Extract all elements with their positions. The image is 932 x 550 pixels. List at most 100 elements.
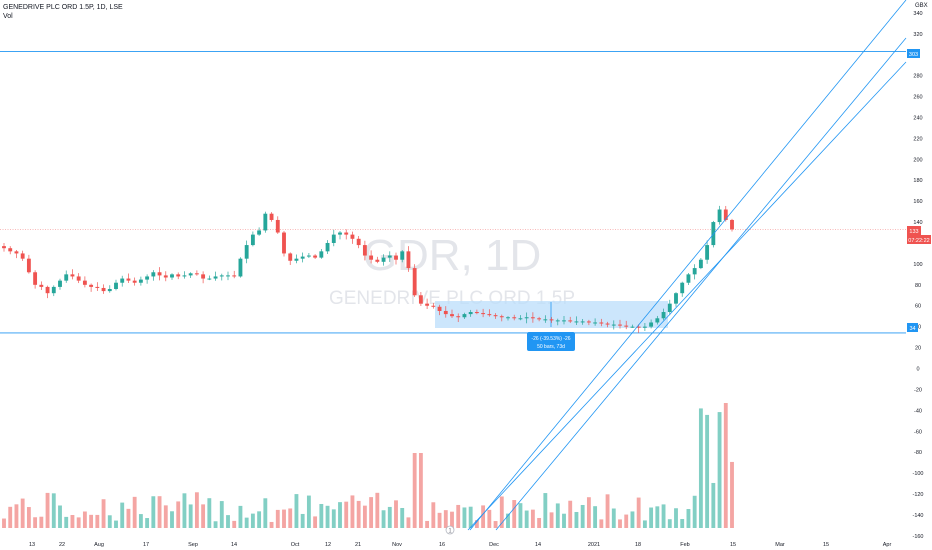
candlesticks bbox=[2, 205, 734, 333]
horizontal-lines[interactable] bbox=[0, 51, 906, 334]
volume-bar bbox=[107, 515, 112, 528]
volume-bar bbox=[362, 505, 367, 528]
trend-channel-line[interactable] bbox=[469, 0, 907, 531]
candle-body bbox=[462, 314, 467, 318]
y-tick-label: 260 bbox=[913, 95, 922, 101]
candle-body bbox=[711, 222, 716, 246]
candle-body bbox=[89, 284, 94, 287]
candle-body bbox=[418, 295, 423, 304]
y-tick-label: 60 bbox=[915, 304, 921, 310]
candle-body bbox=[717, 209, 722, 223]
volume-bar bbox=[381, 510, 386, 528]
trend-channel-line[interactable] bbox=[467, 61, 907, 531]
candle-body bbox=[624, 325, 629, 327]
volume-bar bbox=[618, 519, 622, 528]
volume-bar bbox=[163, 505, 168, 528]
volume-bar bbox=[226, 515, 230, 528]
candle-body bbox=[586, 321, 591, 323]
y-tick-label: 20 bbox=[915, 346, 921, 352]
candle-body bbox=[674, 293, 678, 304]
candle-body bbox=[499, 316, 504, 318]
volume-bar bbox=[238, 505, 243, 528]
x-tick-label: 12 bbox=[325, 542, 331, 548]
trend-channels[interactable] bbox=[467, 0, 907, 531]
candle-body bbox=[64, 274, 69, 281]
lower-level-tag bbox=[907, 323, 918, 332]
candle-body bbox=[182, 275, 187, 277]
y-tick-label: 80 bbox=[915, 283, 921, 289]
volume-bar bbox=[468, 506, 473, 528]
volume-bar bbox=[387, 506, 392, 528]
candle-body bbox=[605, 323, 610, 325]
volume-bar bbox=[201, 504, 206, 528]
candle-body bbox=[493, 315, 498, 317]
candle-body bbox=[431, 305, 436, 307]
volume-bar bbox=[412, 453, 417, 528]
y-tick-label: -100 bbox=[912, 471, 923, 477]
upper-level-tag-text: 303 bbox=[909, 52, 918, 58]
candle-body bbox=[219, 275, 224, 277]
volume-bar bbox=[450, 511, 454, 528]
candle-body bbox=[263, 213, 268, 231]
candle-body bbox=[294, 258, 299, 261]
volume-bar bbox=[524, 510, 529, 528]
price-axis[interactable]: 3403202802602402202001801601401008060402… bbox=[912, 11, 923, 540]
candle-body bbox=[487, 314, 492, 316]
volume-bar bbox=[555, 503, 560, 528]
volume-bar bbox=[45, 492, 50, 528]
candle-body bbox=[170, 274, 174, 278]
y-tick-label: 0 bbox=[916, 367, 919, 373]
candle-body bbox=[300, 256, 305, 259]
watermark-symbol: GDR, 1D bbox=[363, 231, 541, 280]
volume-bar bbox=[599, 519, 604, 528]
trend-channel-line[interactable] bbox=[495, 37, 907, 531]
candle-body bbox=[705, 245, 710, 260]
x-tick-label: Dec bbox=[489, 542, 499, 548]
volume-bar bbox=[674, 508, 678, 528]
current-price-tag-text: 133 bbox=[909, 229, 918, 235]
candle-body bbox=[350, 234, 355, 239]
x-tick-label: Mar bbox=[775, 542, 785, 548]
y-tick-label: 100 bbox=[913, 262, 922, 268]
candle-body bbox=[356, 238, 361, 246]
volume-bar bbox=[64, 516, 69, 528]
volume-bar bbox=[95, 514, 100, 528]
measure-tool[interactable]: -26 (-39.53%) -26 50 bars, 73d bbox=[435, 301, 668, 351]
volume-bar bbox=[232, 520, 237, 528]
volume-bar bbox=[132, 496, 137, 528]
y-tick-label: 220 bbox=[913, 136, 922, 142]
y-tick-label: -80 bbox=[914, 450, 922, 456]
candle-body bbox=[692, 268, 697, 275]
volume-bar bbox=[605, 494, 610, 528]
volume-bar bbox=[151, 496, 156, 528]
price-tags: 303 133 07:22:22 34 bbox=[907, 49, 931, 332]
candle-body bbox=[257, 230, 262, 235]
volume-bar bbox=[157, 496, 162, 528]
candle-body bbox=[524, 317, 529, 319]
volume-bar bbox=[350, 495, 355, 528]
x-tick-label: Nov bbox=[392, 542, 402, 548]
candle-body bbox=[232, 275, 237, 277]
candle-body bbox=[157, 272, 162, 276]
y-tick-label: -140 bbox=[912, 513, 923, 519]
candle-body bbox=[468, 312, 473, 315]
candle-body bbox=[375, 259, 380, 262]
candle-body bbox=[369, 255, 374, 260]
volume-bar bbox=[611, 508, 616, 528]
volume-bar bbox=[642, 520, 647, 528]
candle-body bbox=[512, 317, 517, 319]
volume-bar bbox=[518, 503, 523, 528]
timezone-icon[interactable]: 1 bbox=[445, 525, 455, 535]
volume-bar bbox=[593, 506, 598, 528]
candle-body bbox=[698, 259, 703, 269]
time-axis[interactable]: 13 22 Aug 17 Sep 14 Oct 12 21 Nov 16 Dec 14 2021 18 Feb… bbox=[29, 542, 892, 548]
x-tick-label: 15 bbox=[823, 542, 829, 548]
measure-range-box[interactable] bbox=[435, 301, 668, 328]
measure-label-bars: 50 bars, 73d bbox=[537, 344, 565, 350]
candle-body bbox=[425, 303, 430, 306]
volume-bar bbox=[394, 500, 398, 528]
volume-bar bbox=[723, 403, 728, 528]
candle-body bbox=[362, 245, 367, 256]
volume-bar bbox=[462, 507, 467, 528]
